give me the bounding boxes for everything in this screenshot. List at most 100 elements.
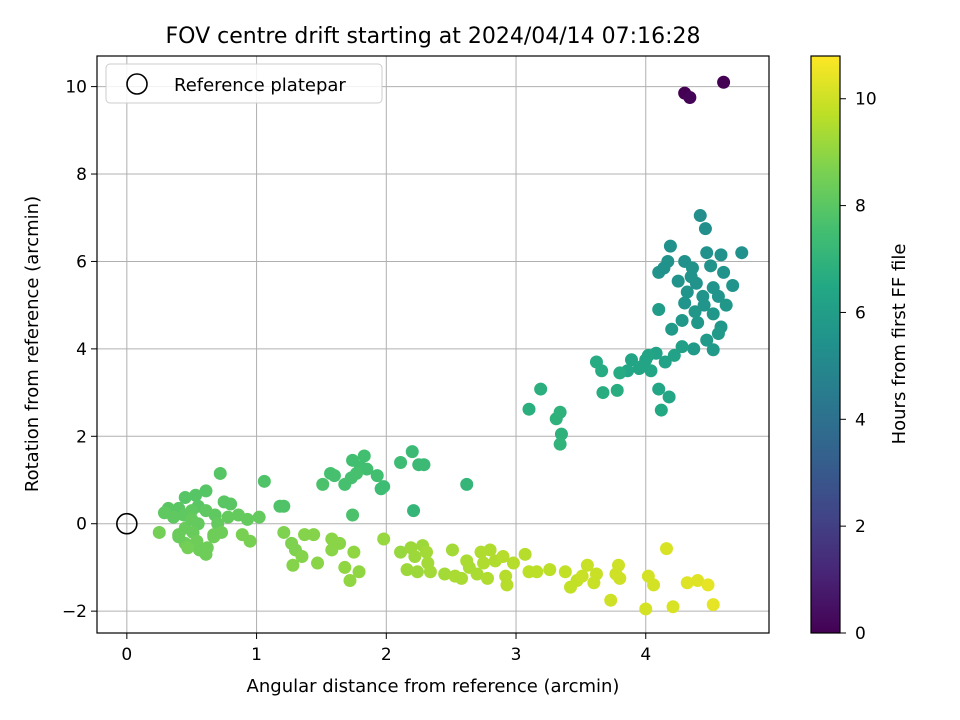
- data-point: [407, 504, 421, 518]
- colorbar-tick-label: 2: [855, 517, 866, 537]
- colorbar-tick-label: 0: [855, 624, 866, 644]
- data-point: [347, 545, 361, 559]
- data-point: [410, 565, 424, 579]
- data-point: [697, 298, 711, 312]
- data-point: [316, 477, 330, 491]
- data-point: [394, 545, 408, 559]
- data-point: [243, 534, 257, 548]
- data-point: [455, 571, 469, 585]
- y-tick-label: −2: [62, 602, 87, 622]
- data-point: [500, 578, 514, 592]
- data-point: [374, 482, 388, 496]
- axis-ticks: 0 1 2 3 4 −2 0 2 4 6 8 10: [62, 78, 651, 665]
- data-point: [199, 547, 213, 561]
- data-point: [652, 303, 666, 317]
- data-point: [660, 542, 674, 556]
- data-point: [714, 248, 728, 262]
- data-points: [152, 75, 749, 616]
- data-point: [580, 558, 594, 572]
- data-point: [658, 355, 672, 369]
- data-point: [675, 340, 689, 354]
- data-point: [691, 316, 705, 330]
- data-point: [663, 239, 677, 253]
- data-point: [706, 343, 720, 357]
- y-tick-label: 0: [76, 515, 87, 535]
- data-point: [691, 574, 705, 588]
- data-point: [496, 550, 510, 564]
- data-point: [639, 602, 653, 616]
- data-point: [635, 359, 649, 373]
- data-point: [595, 364, 609, 378]
- data-point: [589, 567, 603, 581]
- data-point: [666, 600, 680, 614]
- data-point: [693, 209, 707, 223]
- data-point: [701, 578, 715, 592]
- data-point: [726, 278, 740, 292]
- data-point: [394, 456, 408, 470]
- colorbar-tick-label: 10: [855, 90, 877, 110]
- data-point: [647, 578, 661, 592]
- data-point: [377, 532, 391, 546]
- data-point: [711, 327, 725, 341]
- data-point: [522, 402, 536, 416]
- data-point: [333, 536, 347, 550]
- data-point: [178, 490, 192, 504]
- data-point: [483, 543, 497, 557]
- data-point: [405, 445, 419, 459]
- data-point: [286, 558, 300, 572]
- data-point: [717, 265, 731, 279]
- data-point: [324, 466, 338, 480]
- data-point: [698, 222, 712, 236]
- data-point: [678, 296, 692, 310]
- data-point: [295, 550, 309, 564]
- data-point: [683, 91, 697, 105]
- x-tick-label: 2: [381, 645, 392, 665]
- data-point: [596, 386, 610, 400]
- data-point: [735, 246, 749, 260]
- data-point: [706, 307, 720, 321]
- data-point: [534, 382, 548, 396]
- plot-frame: [96, 55, 770, 634]
- data-point: [438, 567, 452, 581]
- data-point: [277, 525, 291, 539]
- y-tick-label: 4: [76, 340, 87, 360]
- data-point: [213, 466, 227, 480]
- data-point: [657, 261, 671, 275]
- y-tick-label: 10: [65, 78, 87, 98]
- data-point: [357, 449, 371, 463]
- data-point: [257, 474, 271, 488]
- legend-marker-icon: [126, 73, 148, 95]
- data-point: [543, 563, 557, 577]
- data-point: [711, 289, 725, 303]
- data-point: [470, 567, 484, 581]
- colorbar-tick-label: 8: [855, 197, 866, 217]
- legend: Reference platepar: [105, 63, 383, 104]
- data-point: [273, 499, 287, 513]
- data-point: [654, 403, 668, 417]
- data-point: [506, 556, 520, 570]
- x-tick-label: 3: [511, 645, 522, 665]
- reference-marker: [116, 512, 138, 535]
- data-point: [298, 528, 312, 542]
- x-tick-label: 1: [251, 645, 262, 665]
- data-point: [417, 458, 431, 472]
- data-point: [717, 75, 731, 89]
- data-point: [252, 510, 266, 524]
- y-axis-label: Rotation from reference (arcmin): [22, 196, 43, 492]
- data-point: [554, 427, 568, 441]
- x-tick-label: 4: [640, 645, 651, 665]
- data-point: [706, 598, 720, 612]
- data-point: [719, 298, 733, 312]
- data-point: [189, 488, 203, 502]
- data-point: [338, 477, 352, 491]
- y-tick-label: 2: [76, 427, 87, 447]
- data-point: [652, 382, 666, 396]
- y-tick-label: 6: [76, 252, 87, 272]
- data-point: [152, 525, 166, 539]
- data-point: [662, 390, 676, 404]
- data-point: [610, 383, 624, 397]
- data-point: [338, 560, 352, 574]
- data-point: [221, 510, 235, 524]
- data-point: [530, 565, 544, 579]
